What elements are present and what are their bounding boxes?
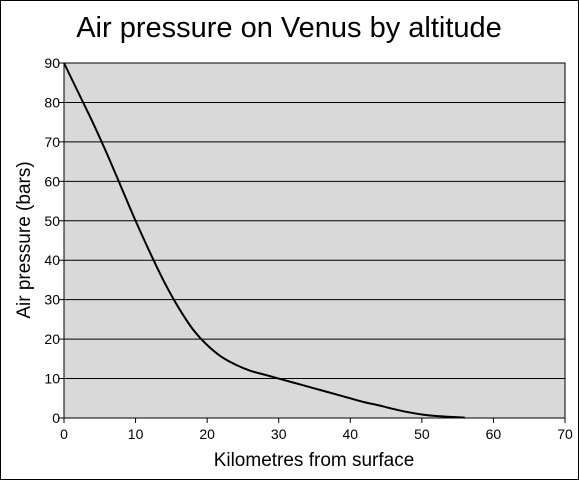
y-tick-label: 0: [52, 410, 60, 426]
x-tick-label: 50: [414, 426, 430, 442]
y-tick-label: 80: [44, 94, 60, 110]
pressure-line: [63, 62, 465, 419]
x-axis-label: Kilometres from surface: [214, 450, 415, 471]
y-tick-labels: 0 10 20 30 40 50 60 70 80 90: [44, 55, 60, 426]
plot-area: [63, 62, 566, 419]
x-tick-label: 60: [486, 426, 502, 442]
x-tick-label: 40: [342, 426, 358, 442]
y-tick-label: 50: [44, 213, 60, 229]
y-tick-label: 90: [44, 55, 60, 71]
y-tick-label: 10: [44, 371, 60, 387]
y-tick-label: 60: [44, 173, 60, 189]
x-tick-label: 0: [60, 426, 68, 442]
x-tick-label: 30: [271, 426, 287, 442]
x-tick-labels: 0 10 20 30 40 50 60 70: [60, 426, 573, 442]
y-tick-label: 30: [44, 292, 60, 308]
x-tick-label: 20: [199, 426, 215, 442]
x-tick-label: 70: [557, 426, 573, 442]
y-tick-label: 70: [44, 134, 60, 150]
x-tick-label: 10: [128, 426, 144, 442]
gridlines: [64, 101, 565, 380]
y-axis-label: Air pressure (bars): [14, 161, 35, 318]
y-tick-label: 20: [44, 331, 60, 347]
y-tick-label: 40: [44, 252, 60, 268]
chart-title: Air pressure on Venus by altitude: [76, 12, 502, 44]
axes: [59, 62, 566, 423]
